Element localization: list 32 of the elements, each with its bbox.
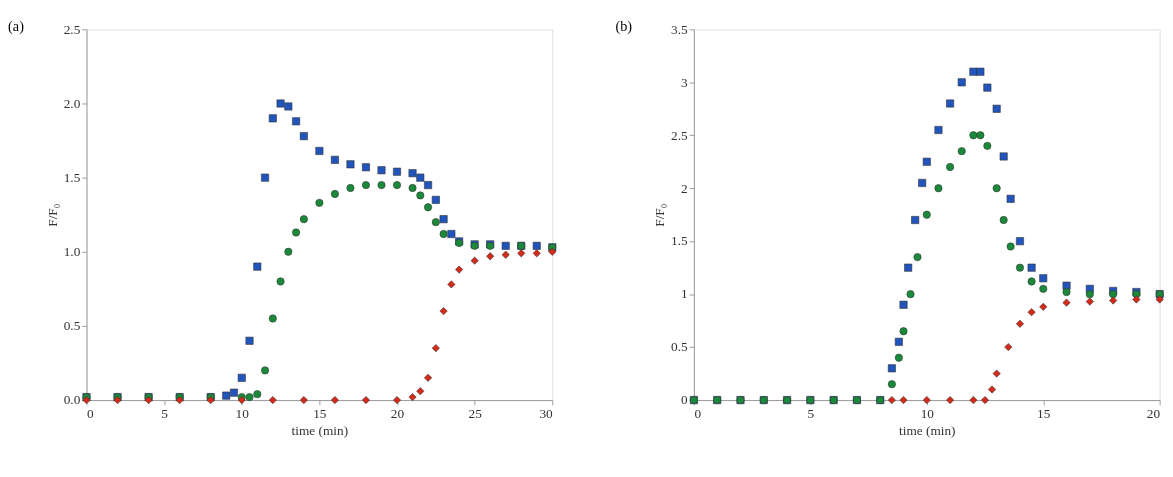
x-axis-title: time (min): [291, 422, 349, 438]
y-tick-label: 1.5: [671, 233, 689, 249]
x-axis-title: time (min): [899, 422, 956, 438]
chart-title: (a): [8, 18, 25, 36]
y-tick-label: 0.5: [63, 318, 81, 334]
x-tick-label: 15: [313, 405, 327, 421]
x-tick-label: 30: [539, 405, 554, 421]
y-axis-title: F/F₀: [652, 203, 668, 227]
x-tick-label: 20: [1146, 405, 1161, 421]
y-axis-title: F/F₀: [45, 203, 61, 227]
x-tick-label: 10: [920, 405, 935, 421]
y-tick-label: 1.0: [63, 244, 81, 260]
y-tick-label: 3: [681, 74, 689, 90]
y-tick-label: 2.5: [63, 21, 81, 37]
x-tick-label: 5: [807, 405, 815, 421]
x-tick-label: 0: [694, 405, 702, 421]
y-tick-label: 2: [681, 180, 688, 196]
y-tick-label: 3.5: [671, 21, 689, 37]
y-tick-label: 1: [681, 286, 688, 302]
y-tick-label: 2.5: [671, 127, 689, 143]
x-tick-label: 25: [468, 405, 483, 421]
y-tick-label: 0.0: [63, 392, 81, 408]
y-tick-label: 0: [681, 392, 689, 408]
y-tick-label: 0.5: [671, 339, 689, 355]
x-tick-label: 5: [161, 405, 169, 421]
x-tick-label: 15: [1037, 405, 1051, 421]
x-tick-label: 20: [390, 405, 405, 421]
y-tick-label: 1.5: [63, 169, 81, 185]
x-tick-label: 10: [235, 405, 250, 421]
x-tick-label: 0: [86, 405, 94, 421]
y-tick-label: 2.0: [63, 95, 81, 111]
chart-title: (b): [615, 18, 633, 36]
